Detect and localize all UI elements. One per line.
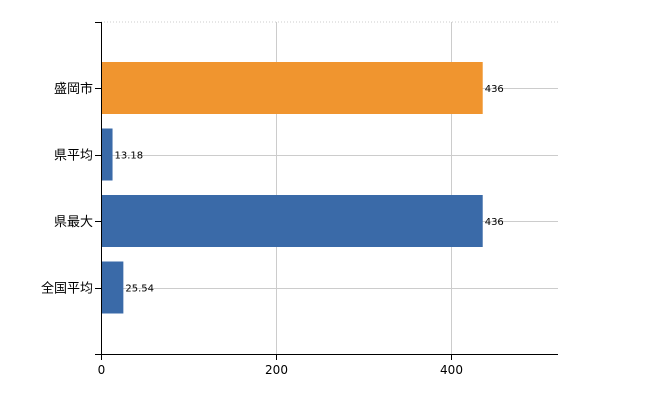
- bar: [102, 261, 124, 314]
- data-label: 25.54: [125, 284, 154, 295]
- axis-layer: [95, 22, 558, 360]
- x-tick-label: 200: [265, 363, 288, 377]
- bar: [102, 195, 483, 247]
- category-label: 全国平均: [41, 281, 93, 297]
- category-label: 盛岡市: [54, 81, 93, 97]
- bar: [102, 128, 113, 181]
- x-tick-label: 0: [98, 363, 106, 377]
- bar-layer: [102, 62, 483, 314]
- bar: [102, 62, 483, 114]
- data-label: 13.18: [115, 151, 144, 162]
- category-label: 県最大: [54, 215, 93, 230]
- data-label: 436: [485, 84, 504, 95]
- x-tick-label: 400: [440, 363, 463, 377]
- data-label: 436: [485, 217, 504, 228]
- category-label: 県平均: [54, 149, 93, 164]
